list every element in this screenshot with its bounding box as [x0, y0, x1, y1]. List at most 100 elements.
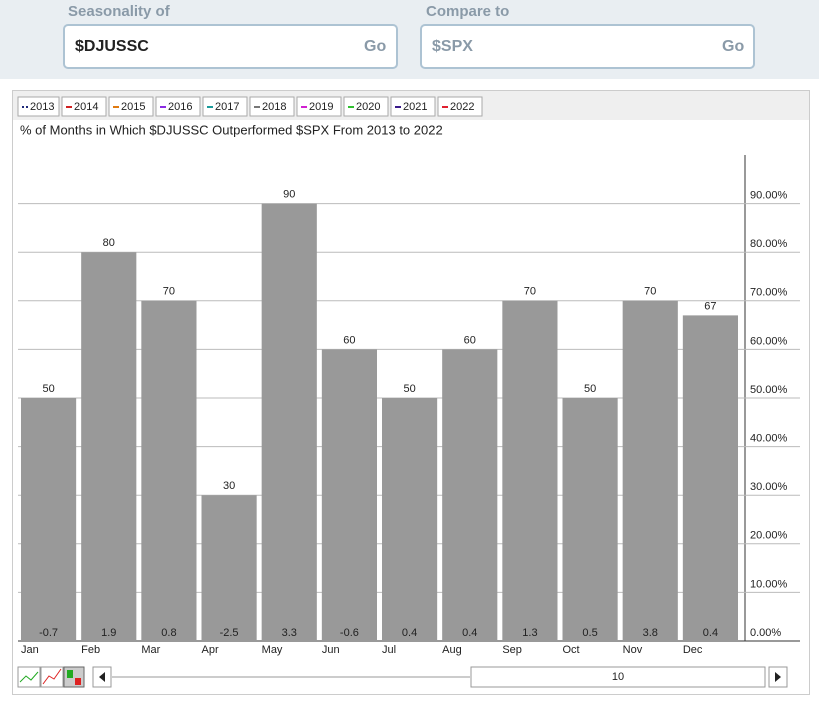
change-label: 0.4 — [703, 627, 718, 639]
bottom-controls: 10 — [17, 666, 788, 688]
bar — [141, 300, 197, 641]
legend-item[interactable] — [249, 96, 295, 117]
x-tick-label: Sep — [502, 644, 522, 656]
bar — [81, 252, 137, 641]
change-label: 0.5 — [582, 627, 597, 639]
x-tick-label: Mar — [141, 644, 160, 656]
legend-label: 2014 — [74, 101, 98, 113]
change-label: 1.3 — [522, 627, 537, 639]
value-label: 60 — [464, 334, 476, 346]
value-label: 50 — [42, 383, 54, 395]
arrow — [775, 672, 781, 682]
change-label: 0.4 — [402, 627, 417, 639]
x-tick-label: Nov — [623, 644, 643, 656]
value-label: 90 — [283, 189, 295, 201]
x-tick-label: May — [262, 644, 283, 656]
bar — [382, 398, 438, 641]
legend-item[interactable] — [155, 96, 201, 117]
value-label: 30 — [223, 480, 235, 492]
change-label: 0.4 — [462, 627, 477, 639]
x-tick-label: Jan — [21, 644, 39, 656]
value-label: 50 — [403, 383, 415, 395]
x-tick-label: Jun — [322, 644, 340, 656]
y-tick-label: 80.00% — [750, 238, 788, 250]
legend-label: 2022 — [450, 101, 474, 113]
compare-input[interactable] — [420, 24, 755, 69]
bar — [502, 300, 558, 641]
icon-bar — [67, 670, 73, 678]
y-tick-label: 10.00% — [750, 578, 788, 590]
compare-label: Compare to — [426, 3, 509, 20]
bar — [21, 398, 77, 641]
legend-item[interactable] — [108, 96, 154, 117]
period-label: 10 — [612, 671, 624, 683]
line-icon[interactable] — [17, 666, 41, 688]
legend-item[interactable] — [296, 96, 342, 117]
y-tick-label: 60.00% — [750, 335, 788, 347]
y-tick-label: 50.00% — [750, 384, 788, 396]
compare-value: $SPX — [432, 38, 473, 55]
y-tick-label: 70.00% — [750, 287, 788, 299]
y-tick-label: 90.00% — [750, 190, 788, 202]
change-label: -0.7 — [39, 627, 58, 639]
y-tick-label: 20.00% — [750, 530, 788, 542]
legend-label: 2020 — [356, 101, 380, 113]
chart-title: % of Months in Which $DJUSSC Outperforme… — [20, 122, 443, 137]
slider-handle[interactable] — [470, 666, 766, 688]
x-tick-label: Jul — [382, 644, 396, 656]
legend-item[interactable] — [343, 96, 389, 117]
legend-item[interactable] — [202, 96, 248, 117]
legend-label: 2016 — [168, 101, 192, 113]
legend-item[interactable] — [61, 96, 107, 117]
bar — [321, 349, 377, 641]
legend-item[interactable] — [17, 96, 60, 117]
x-tick-label: Oct — [563, 644, 580, 656]
icon-bar — [75, 678, 81, 685]
x-tick-label: Aug — [442, 644, 462, 656]
value-label: 70 — [524, 286, 536, 298]
legend-label: 2021 — [403, 101, 427, 113]
legend-label: 2015 — [121, 101, 145, 113]
x-tick-label: Apr — [202, 644, 219, 656]
icon-line — [42, 668, 62, 685]
go-button[interactable]: Go — [722, 38, 744, 55]
legend-item[interactable] — [390, 96, 436, 117]
go-button[interactable]: Go — [364, 38, 386, 55]
change-label: -0.6 — [340, 627, 359, 639]
value-label: 60 — [343, 334, 355, 346]
bar — [201, 495, 257, 641]
value-label: 70 — [644, 286, 656, 298]
value-label: 50 — [584, 383, 596, 395]
value-label: 67 — [704, 300, 716, 312]
arrow — [99, 672, 105, 682]
symbol-input[interactable] — [63, 24, 398, 69]
change-label: 0.8 — [161, 627, 176, 639]
legend-label: 2018 — [262, 101, 286, 113]
change-label: 3.3 — [282, 627, 297, 639]
bar — [442, 349, 498, 641]
change-label: 1.9 — [101, 627, 116, 639]
bar — [682, 315, 738, 641]
icon-line — [19, 671, 39, 683]
x-tick-label: Dec — [683, 644, 703, 656]
y-tick-label: 30.00% — [750, 481, 788, 493]
trend-icon[interactable] — [40, 666, 64, 688]
y-tick-label: 40.00% — [750, 433, 788, 445]
legend-label: 2019 — [309, 101, 333, 113]
legend-label: 2013 — [30, 101, 54, 113]
value-label: 70 — [163, 286, 175, 298]
value-label: 80 — [103, 237, 115, 249]
seasonality-label: Seasonality of — [68, 3, 171, 20]
bar — [622, 300, 678, 641]
x-tick-label: Feb — [81, 644, 100, 656]
change-label: -2.5 — [220, 627, 239, 639]
y-tick-label: 0.00% — [750, 627, 781, 639]
legend-label: 2017 — [215, 101, 239, 113]
change-label: 3.8 — [643, 627, 658, 639]
bar — [261, 203, 317, 641]
bar — [562, 398, 618, 641]
legend-item[interactable] — [437, 96, 483, 117]
symbol-value: $DJUSSC — [75, 38, 149, 55]
